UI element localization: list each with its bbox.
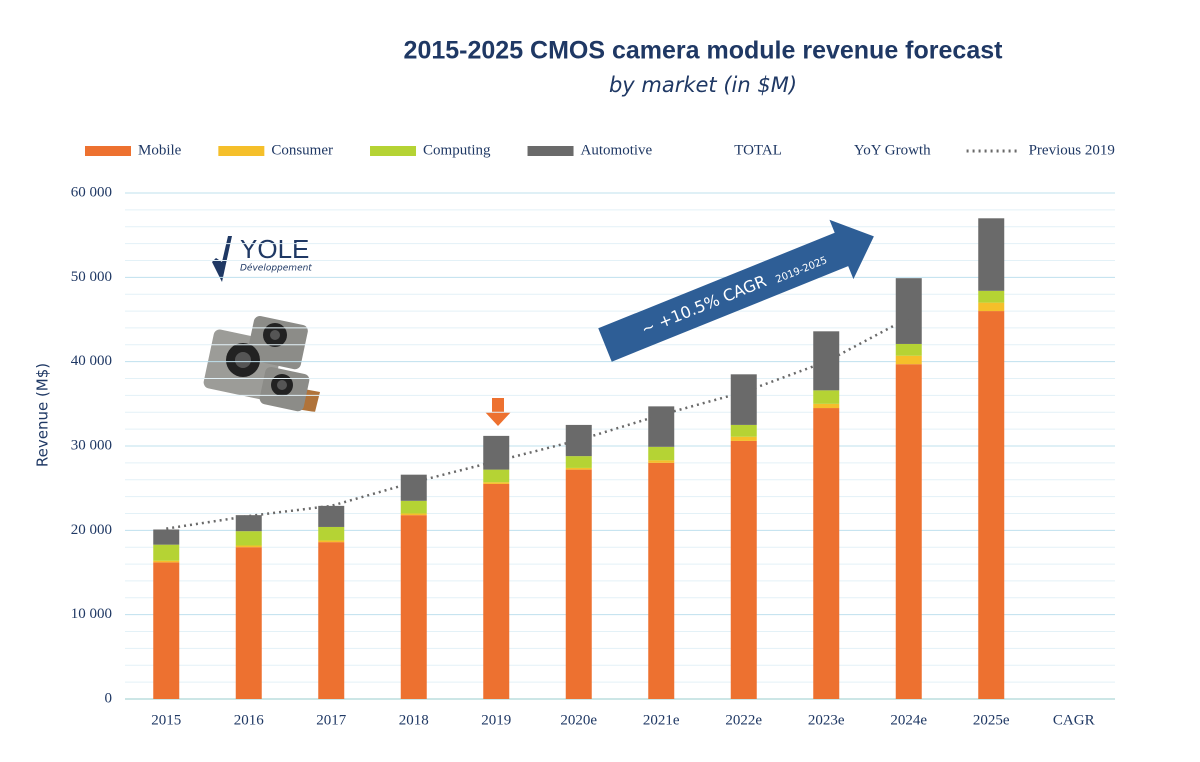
bar-segment [565,467,592,470]
bar-segment [895,278,922,344]
bar-segment [318,526,345,541]
bar-segment [895,364,922,699]
bar-segment [565,456,592,468]
bar-segment [400,515,427,699]
bar-segment [730,440,757,699]
bar-segment [235,515,262,532]
legend-label: YoY Growth [854,142,931,158]
bar-segment [153,529,180,545]
bar-segment [895,355,922,365]
logo: YOLE Développement [212,234,312,282]
bar-segment [813,403,840,409]
legend-label: TOTAL [734,142,782,158]
legend-label: Computing [423,142,491,158]
bar-segment [730,436,757,441]
logo-mark [212,236,232,282]
bar-segment [648,446,675,461]
y-tick-label: 50 000 [71,269,112,285]
bar-segment [235,547,262,699]
bar-segment [813,390,840,404]
bar-segment [400,474,427,501]
bar-segment [978,218,1005,291]
bar-segment [318,542,345,699]
y-tick-label: 40 000 [71,353,112,369]
legend-swatch [527,146,574,156]
x-tick-label: 2017 [316,712,347,728]
legend-label: Consumer [271,142,333,158]
bar-segment [318,505,345,527]
x-tick-label: 2022e [725,712,762,728]
x-tick-label: 2021e [643,712,680,728]
x-tick-label: 2024e [890,712,927,728]
chart-title: 2015-2025 CMOS camera module revenue for… [404,37,1004,65]
bar-segment [483,435,510,470]
y-tick-label: 0 [105,690,113,706]
bar-segment [153,560,180,563]
x-tick-label: 2023e [808,712,845,728]
legend-swatch [370,146,417,156]
x-tick-label: 2020e [560,712,597,728]
bar-segment [565,424,592,457]
arrow-shape [598,219,874,362]
bar-segment [730,374,757,425]
camera-illustration [203,315,320,412]
bar-segment [565,469,592,699]
bar-segment [400,500,427,514]
bar-segment [813,331,840,391]
legend-swatch [85,146,131,156]
legend-label: Mobile [138,142,182,158]
y-tick-label: 10 000 [71,606,112,622]
bar-segment [648,406,675,447]
logo-tagline: Développement [240,263,312,274]
legend-swatch [218,146,265,156]
legend-label: Automotive [581,142,653,158]
bar-segment [648,460,675,463]
x-tick-label: 2018 [399,712,429,728]
bar-segment [153,562,180,699]
bar-segment [978,290,1005,303]
x-tick-label: 2019 [481,712,511,728]
x-tick-label: CAGR [1053,712,1095,728]
x-tick-label: 2016 [234,712,265,728]
bar-segment [730,424,757,437]
bar-segment [235,545,262,548]
bar-segment [978,302,1005,312]
cagr-arrow: ~ +10.5% CAGR 2019-2025 [598,219,874,362]
bar-segment [895,343,922,356]
y-tick-label: 30 000 [71,437,112,453]
bar-segment [648,462,675,699]
y-axis-label: Revenue (M$) [34,363,52,467]
x-tick-label: 2015 [151,712,181,728]
bar-segment [153,544,180,561]
legend-label: Previous 2019 [1029,142,1115,158]
chart-subtitle: by market (in $M) [609,73,797,97]
bar-segment [235,531,262,546]
bar-segment [400,513,427,516]
y-tick-label: 20 000 [71,522,112,538]
logo-name: YOLE [240,234,309,264]
y-tick-label: 60 000 [71,184,112,200]
bar-segment [813,408,840,699]
bar-segment [318,540,345,543]
bar-segment [483,483,510,699]
bar-segment [483,469,510,483]
bar-segment [978,311,1005,699]
x-tick-label: 2025e [973,712,1010,728]
bar-segment [483,482,510,484]
